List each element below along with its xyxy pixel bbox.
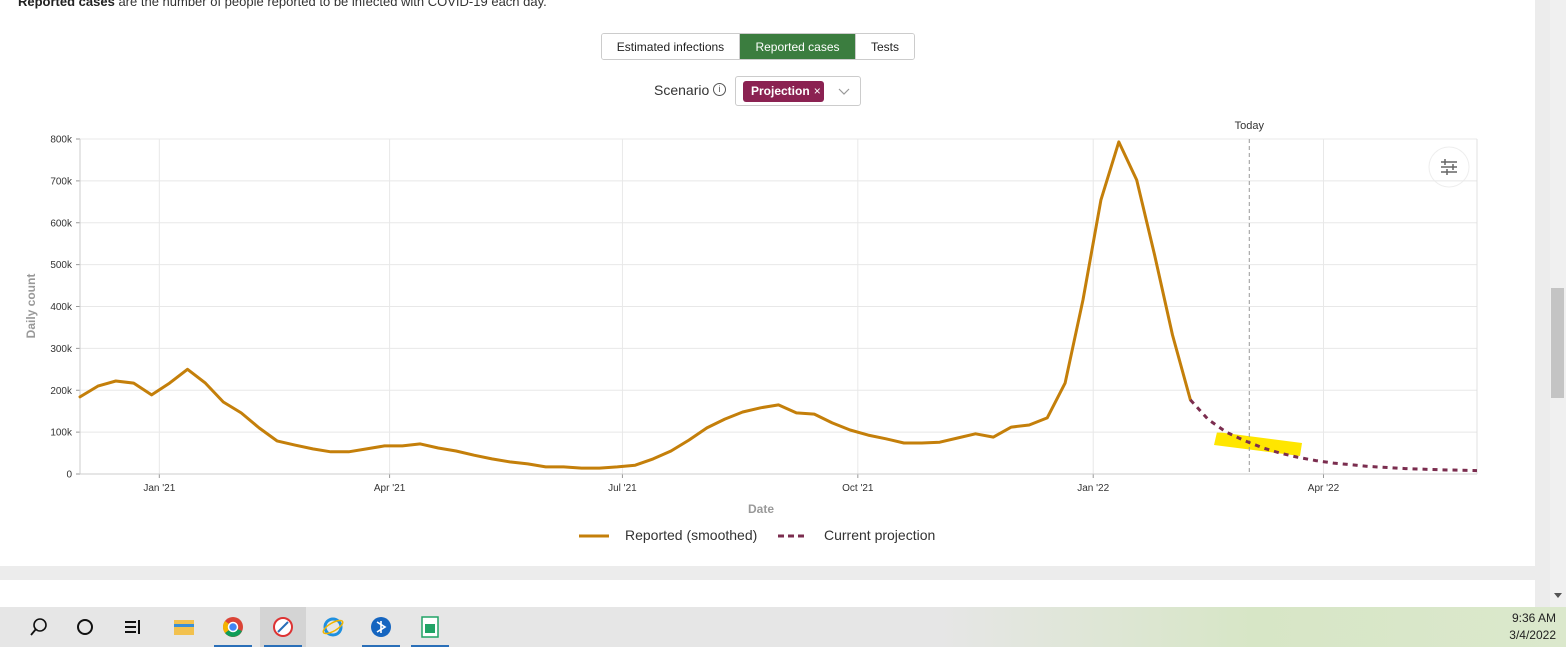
y-tick-label: 600k bbox=[50, 218, 73, 229]
highlight bbox=[1214, 432, 1302, 456]
tab-group: Estimated infections Reported cases Test… bbox=[601, 33, 915, 60]
tab[interactable]: Reported cases bbox=[740, 34, 856, 59]
chart: 0 100k 200k 300k 400k 500k 600k 700k 800k Jan '21… bbox=[24, 120, 1478, 543]
grid bbox=[76, 138, 1477, 478]
ie-icon[interactable] bbox=[310, 607, 356, 647]
y-tick-label: 500k bbox=[50, 260, 73, 271]
search-button[interactable] bbox=[16, 607, 62, 647]
y-tick-label: 200k bbox=[50, 386, 73, 397]
x-tick-label: Jan '21 bbox=[143, 483, 175, 494]
task-view-button[interactable] bbox=[110, 607, 156, 647]
x-tick-label: Jan '22 bbox=[1077, 483, 1109, 494]
tab[interactable]: Estimated infections bbox=[602, 34, 740, 59]
scrollbar[interactable] bbox=[1550, 0, 1566, 607]
y-tick-label: 0 bbox=[66, 470, 72, 481]
legend-item[interactable]: Current projection bbox=[778, 527, 935, 543]
y-tick-label: 800k bbox=[50, 135, 73, 146]
cortana-button[interactable] bbox=[62, 607, 108, 647]
description-text: are the number of people reported to be … bbox=[118, 0, 547, 9]
x-tick-label: Jul '21 bbox=[608, 483, 637, 494]
x-tick-label: Apr '21 bbox=[374, 483, 406, 494]
chip-label: Projection bbox=[751, 84, 810, 98]
tab[interactable]: Tests bbox=[856, 34, 914, 59]
series-line bbox=[1189, 398, 1478, 473]
description: Reported cases are the number of people … bbox=[18, 0, 547, 9]
description-bold: Reported cases bbox=[18, 0, 115, 9]
y-tick-label: 100k bbox=[50, 428, 73, 439]
y-axis-title: Daily count bbox=[24, 274, 38, 339]
snip-icon[interactable] bbox=[260, 607, 306, 647]
y-tick-label: 700k bbox=[50, 176, 73, 187]
series-line bbox=[78, 140, 1192, 470]
app-icon[interactable] bbox=[358, 607, 404, 647]
dropdown-arrow bbox=[838, 88, 850, 95]
explorer-icon[interactable] bbox=[161, 607, 207, 647]
calc-icon[interactable] bbox=[407, 607, 453, 647]
scenario-label: Scenario bbox=[654, 82, 710, 98]
chrome-icon[interactable] bbox=[210, 607, 256, 647]
chip-remove[interactable]: × bbox=[813, 84, 821, 98]
settings-button[interactable] bbox=[1428, 146, 1470, 188]
next-card bbox=[0, 580, 1535, 607]
info-icon[interactable]: i bbox=[713, 83, 726, 96]
scenario-select[interactable]: Projection × bbox=[735, 76, 861, 106]
scroll-down[interactable] bbox=[1554, 593, 1562, 598]
x-axis-title: Date bbox=[748, 502, 774, 516]
taskbar: 9:36 AM 3/4/2022 bbox=[0, 607, 1566, 647]
scroll-thumb[interactable] bbox=[1551, 288, 1564, 398]
scenario-chip[interactable]: Projection × bbox=[743, 81, 824, 102]
x-tick-label: Apr '22 bbox=[1308, 483, 1340, 494]
y-tick-label: 300k bbox=[50, 344, 73, 355]
legend-label: Reported (smoothed) bbox=[625, 527, 757, 543]
legend-label: Current projection bbox=[824, 527, 935, 543]
legend-item[interactable]: Reported (smoothed) bbox=[579, 527, 757, 543]
y-tick-label: 400k bbox=[50, 302, 73, 313]
today-label: Today bbox=[1235, 120, 1265, 132]
x-tick-label: Oct '21 bbox=[842, 483, 874, 494]
clock-date: 3/4/2022 bbox=[1509, 628, 1556, 642]
clock[interactable]: 9:36 AM 3/4/2022 bbox=[1509, 610, 1556, 644]
clock-time: 9:36 AM bbox=[1511, 611, 1556, 625]
